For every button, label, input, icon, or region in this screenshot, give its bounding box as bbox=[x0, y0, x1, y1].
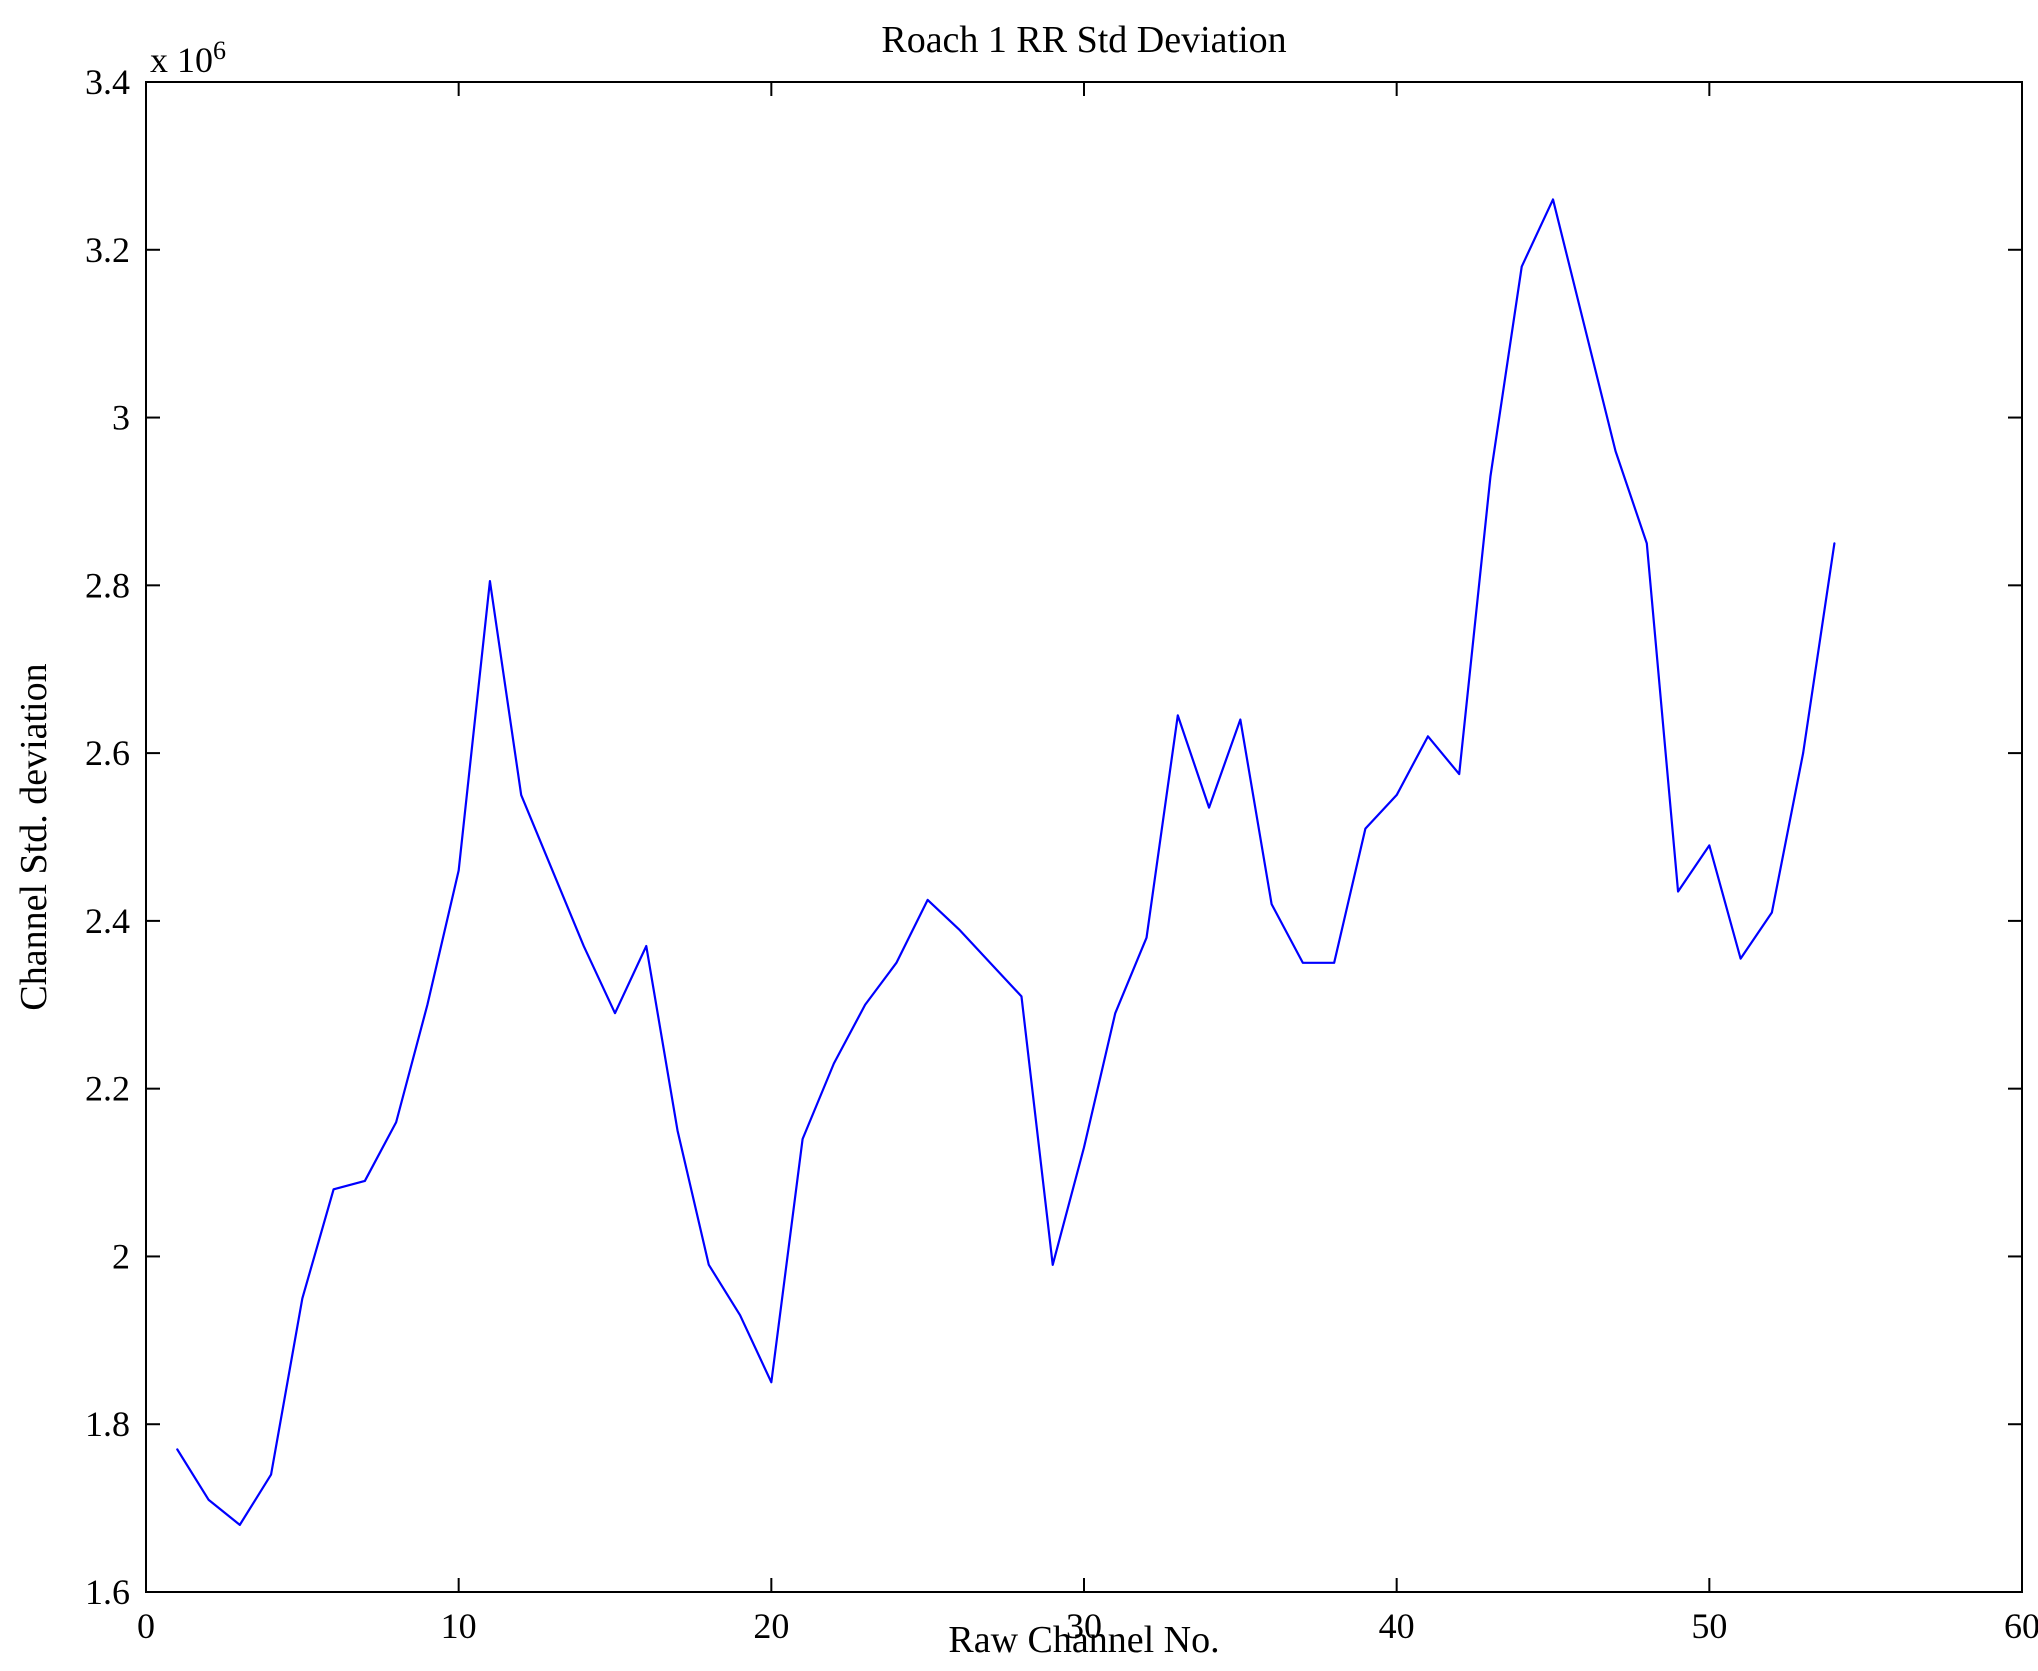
y-tick-label: 2.2 bbox=[85, 1069, 130, 1109]
x-tick-label: 30 bbox=[1066, 1606, 1102, 1646]
x-tick-label: 40 bbox=[1379, 1606, 1415, 1646]
y-tick-label: 2.4 bbox=[85, 901, 130, 941]
y-tick-label: 3.4 bbox=[85, 62, 130, 102]
y-tick-label: 3.2 bbox=[85, 230, 130, 270]
x-tick-label: 0 bbox=[137, 1606, 155, 1646]
data-line bbox=[176, 198, 1836, 1526]
y-axis-exponent-label: x 106 bbox=[150, 36, 226, 81]
y-exponent-power: 6 bbox=[213, 36, 226, 65]
y-exponent-base: x 10 bbox=[150, 40, 213, 80]
y-tick-label: 2 bbox=[112, 1236, 130, 1276]
x-tick-label: 20 bbox=[753, 1606, 789, 1646]
y-tick-label: 3 bbox=[112, 398, 130, 438]
axes-box bbox=[145, 81, 2023, 1593]
x-tick-label: 10 bbox=[441, 1606, 477, 1646]
x-tick-label: 50 bbox=[1691, 1606, 1727, 1646]
y-axis-label: Channel Std. deviation bbox=[13, 663, 55, 1011]
chart-title: Roach 1 RR Std Deviation bbox=[881, 19, 1287, 61]
y-tick-label: 1.6 bbox=[85, 1572, 130, 1612]
x-tick-label: 60 bbox=[2004, 1606, 2038, 1646]
y-tick-label: 2.6 bbox=[85, 733, 130, 773]
x-axis-label: Raw Channel No. bbox=[948, 1619, 1220, 1661]
y-tick-label: 1.8 bbox=[85, 1404, 130, 1444]
y-tick-label: 2.8 bbox=[85, 565, 130, 605]
